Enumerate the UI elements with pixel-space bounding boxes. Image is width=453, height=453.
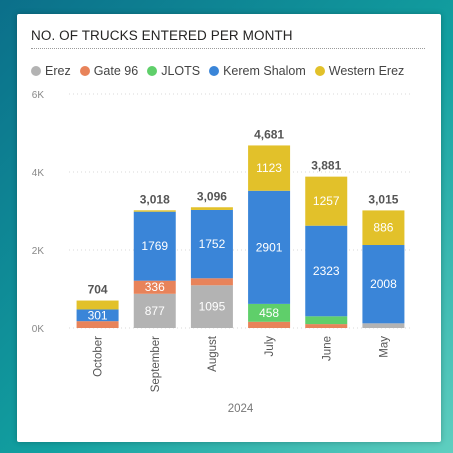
x-tick-label: May [378, 336, 390, 358]
data-label: 2008 [370, 277, 397, 291]
legend-label: Erez [45, 64, 71, 78]
y-tick-label: 6K [32, 90, 45, 101]
data-label: 886 [373, 221, 393, 235]
x-group-label: 2024 [228, 403, 254, 415]
bar-segment-kerem-shalom[interactable] [362, 245, 405, 324]
chart-title: NO. OF TRUCKS ENTERED PER MONTH [31, 28, 425, 49]
bar-segment-erez[interactable] [190, 285, 233, 328]
bar-segment-kerem-shalom[interactable] [76, 309, 119, 322]
total-label: 3,881 [311, 159, 341, 173]
data-label: 1257 [313, 194, 340, 208]
legend-label: Gate 96 [93, 64, 139, 78]
bar-segment-gate-96[interactable] [305, 324, 348, 328]
bar-segment-kerem-shalom[interactable] [305, 225, 348, 317]
legend-item-kerem-shalom[interactable]: Kerem Shalom [209, 64, 306, 78]
bar-segment-jlots[interactable] [305, 316, 348, 325]
legend-label: JLOTS [161, 64, 201, 78]
bar-segment-erez[interactable] [362, 323, 405, 328]
bar-segment-gate-96[interactable] [190, 278, 233, 286]
legend-swatch [31, 66, 41, 76]
bar-segment-western-erez[interactable] [76, 300, 119, 310]
y-tick-label: 2K [32, 246, 45, 257]
chart-card: NO. OF TRUCKS ENTERED PER MONTH Erez Gate… [17, 14, 441, 442]
data-label: 2901 [256, 240, 283, 254]
total-label: 3,096 [197, 189, 227, 203]
total-label: 704 [88, 283, 108, 297]
bar-segment-gate-96[interactable] [76, 321, 119, 328]
data-label: 1123 [256, 161, 282, 175]
bar-segment-western-erez[interactable] [248, 145, 291, 191]
x-tick-label: September [150, 336, 162, 392]
bar-segment-kerem-shalom[interactable] [248, 190, 291, 304]
legend-swatch [147, 66, 158, 76]
legend-swatch [79, 66, 90, 76]
data-label: 1095 [199, 300, 226, 314]
y-tick-label: 0K [32, 324, 45, 335]
y-tick-label: 4K [32, 168, 45, 179]
legend-item-gate-96[interactable]: Gate 96 [79, 64, 139, 78]
data-label: 336 [145, 280, 165, 294]
total-label: 4,681 [254, 127, 284, 141]
bar-segment-western-erez[interactable] [133, 210, 176, 212]
bar-segment-erez[interactable] [133, 293, 176, 328]
x-tick-label: October [93, 336, 105, 377]
legend-label: Western Erez [328, 64, 405, 78]
legend-swatch [314, 66, 325, 76]
legend-item-western-erez[interactable]: Western Erez [314, 64, 405, 78]
legend-item-jlots[interactable]: JLOTS [147, 64, 200, 78]
data-label: 458 [259, 306, 279, 320]
bar-segment-jlots[interactable] [248, 303, 291, 322]
legend-label: Kerem Shalom [223, 64, 306, 78]
bar-segment-gate-96[interactable] [248, 321, 291, 328]
stacked-bar-chart: 0K 2K 4K 6K 301 704 October 877 336 1769 3,018 Sept… [32, 90, 412, 415]
total-label: 3,015 [368, 192, 398, 206]
data-label: 2323 [313, 264, 340, 278]
data-label: 1752 [199, 237, 226, 251]
bar-segment-kerem-shalom[interactable] [190, 209, 233, 279]
x-tick-label: June [321, 336, 333, 361]
bar-segment-gate-96[interactable] [133, 280, 176, 294]
data-label: 1769 [141, 239, 168, 253]
data-label: 877 [145, 304, 165, 318]
x-tick-label: August [207, 335, 219, 372]
legend-swatch [209, 66, 220, 76]
legend-item-erez[interactable]: Erez [31, 64, 71, 78]
bar-segment-western-erez[interactable] [305, 176, 348, 226]
bar-segment-western-erez[interactable] [362, 210, 405, 246]
x-tick-label: July [264, 336, 276, 357]
bar-segment-kerem-shalom[interactable] [133, 211, 176, 281]
data-label: 301 [88, 308, 108, 322]
bar-segment-western-erez[interactable] [190, 207, 233, 210]
legend: Erez Gate 96 JLOTS Kerem Shalom Western Erez [31, 64, 404, 78]
total-label: 3,018 [140, 192, 170, 206]
